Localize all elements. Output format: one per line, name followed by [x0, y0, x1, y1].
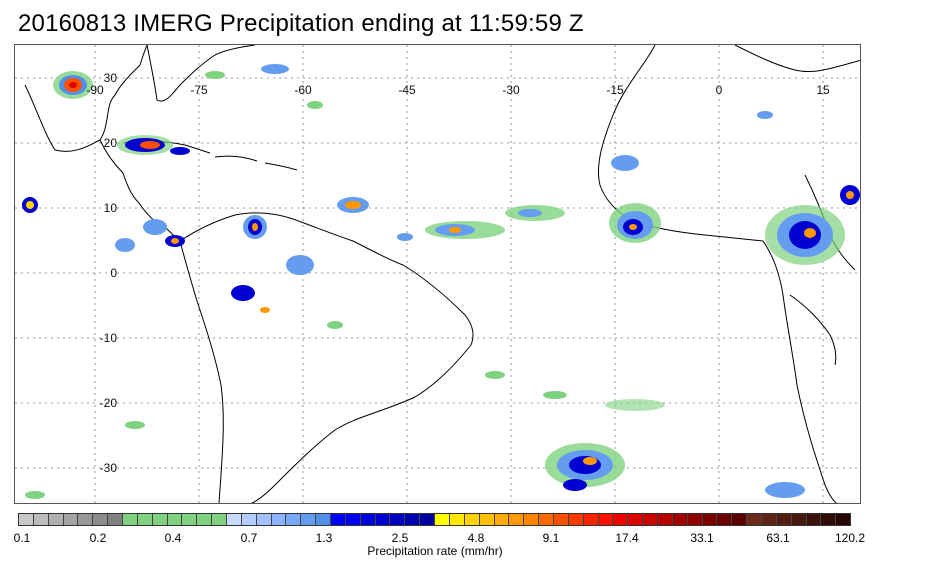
colorbar-cell — [553, 514, 569, 525]
colorbar-cell — [568, 514, 584, 525]
colorbar-cell — [301, 514, 317, 525]
colorbar-tick-label: 4.8 — [467, 531, 485, 545]
colorbar-cell — [167, 514, 183, 525]
lat-label-0: 0 — [110, 266, 117, 280]
colorbar-cell — [241, 514, 257, 525]
colorbar-cell — [48, 514, 64, 525]
colorbar-cell — [613, 514, 629, 525]
colorbar-cell — [197, 514, 213, 525]
lat-label-minus30: -30 — [99, 461, 117, 475]
colorbar-cell — [212, 514, 228, 525]
lat-label-20: 20 — [103, 136, 117, 150]
lon-label-15: 15 — [816, 83, 830, 97]
colorbar-cell — [821, 514, 837, 525]
coastlines — [24, 45, 860, 503]
colorbar-cell — [687, 514, 703, 525]
lat-label-30: 30 — [103, 71, 117, 85]
colorbar-cell — [672, 514, 688, 525]
map-title: 20160813 IMERG Precipitation ending at 1… — [18, 10, 584, 37]
colorbar — [18, 513, 851, 526]
lon-label-0: 0 — [715, 83, 723, 97]
colorbar-tick-label: 0.7 — [240, 531, 258, 545]
colorbar-tick-label: 0.1 — [13, 531, 31, 545]
colorbar-cell — [405, 514, 421, 525]
colorbar-cell — [524, 514, 540, 525]
colorbar-cell — [494, 514, 510, 525]
colorbar-cell — [791, 514, 807, 525]
lon-label-minus60: -60 — [294, 83, 312, 97]
colorbar-cell — [479, 514, 495, 525]
precipitation-map: -90 -75 -60 -45 -30 -15 0 15 30 20 10 0 … — [14, 44, 861, 504]
lon-label-minus15: -15 — [606, 83, 624, 97]
map-canvas — [15, 45, 860, 503]
lat-label-minus20: -20 — [99, 396, 117, 410]
colorbar-title: Precipitation rate (mm/hr) — [367, 544, 503, 558]
colorbar-cell — [806, 514, 822, 525]
colorbar-cell — [345, 514, 361, 525]
colorbar-cell — [108, 514, 124, 525]
colorbar-tick-label: 9.1 — [542, 531, 560, 545]
colorbar-cell — [360, 514, 376, 525]
colorbar-cell — [836, 514, 851, 525]
colorbar-cell — [657, 514, 673, 525]
colorbar-cell — [732, 514, 748, 525]
colorbar-cell — [449, 514, 465, 525]
colorbar-cell — [33, 514, 49, 525]
colorbar-cell — [123, 514, 138, 525]
colorbar-cell — [78, 514, 94, 525]
colorbar-tick-label: 63.1 — [766, 531, 790, 545]
colorbar-cell — [776, 514, 792, 525]
colorbar-cell — [747, 514, 762, 525]
colorbar-tick-label: 120.2 — [834, 531, 866, 545]
colorbar-cell — [286, 514, 302, 525]
colorbar-cell — [509, 514, 525, 525]
colorbar-cell — [256, 514, 272, 525]
colorbar-cell — [539, 514, 554, 525]
colorbar-cell — [420, 514, 436, 525]
lat-label-10: 10 — [103, 201, 117, 215]
colorbar-tick-label: 33.1 — [690, 531, 714, 545]
colorbar-cell — [464, 514, 480, 525]
colorbar-cell — [702, 514, 718, 525]
colorbar-cell — [271, 514, 287, 525]
colorbar-cell — [93, 514, 109, 525]
colorbar-cell — [227, 514, 242, 525]
lon-label-minus75: -75 — [190, 83, 208, 97]
colorbar-tick-label: 17.4 — [615, 531, 639, 545]
colorbar-cell — [435, 514, 450, 525]
colorbar-tick-label: 1.3 — [315, 531, 333, 545]
lon-label-minus90: -90 — [86, 83, 104, 97]
colorbar-cell — [152, 514, 168, 525]
colorbar-cell — [717, 514, 733, 525]
colorbar-cell — [628, 514, 644, 525]
precipitation-field — [22, 64, 860, 499]
colorbar-cell — [583, 514, 599, 525]
gridlines — [15, 45, 860, 503]
colorbar-tick-label: 0.2 — [89, 531, 107, 545]
colorbar-tick-label: 2.5 — [391, 531, 409, 545]
lon-label-minus30: -30 — [502, 83, 520, 97]
colorbar-cell — [390, 514, 406, 525]
colorbar-cell — [316, 514, 332, 525]
colorbar-cell — [598, 514, 614, 525]
colorbar-cell — [643, 514, 658, 525]
colorbar-cell — [331, 514, 346, 525]
colorbar-cell — [137, 514, 153, 525]
colorbar-tick-label: 0.4 — [164, 531, 182, 545]
lon-label-minus45: -45 — [398, 83, 416, 97]
colorbar-cell — [375, 514, 391, 525]
colorbar-cell — [761, 514, 777, 525]
colorbar-cell — [19, 514, 34, 525]
lat-label-minus10: -10 — [99, 331, 117, 345]
colorbar-cell — [182, 514, 198, 525]
colorbar-cell — [63, 514, 79, 525]
